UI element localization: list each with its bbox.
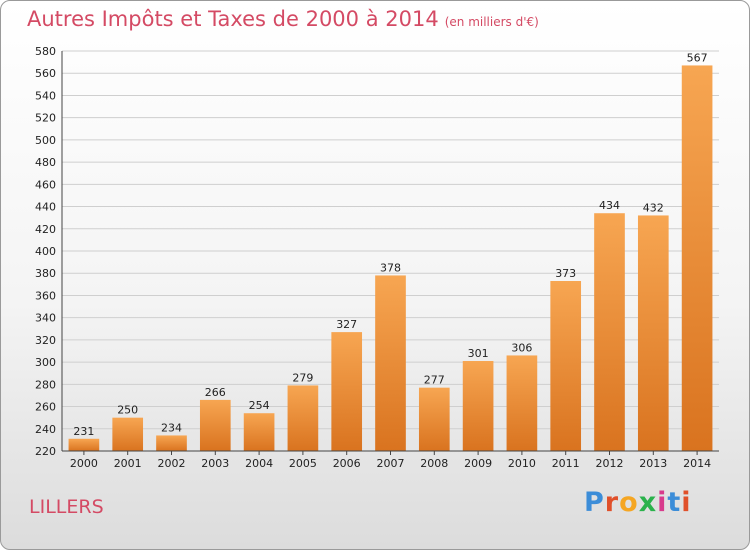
bar-value-label: 567 bbox=[687, 51, 708, 64]
chart-unit: (en milliers d'€) bbox=[444, 15, 539, 29]
y-tick-label: 400 bbox=[35, 245, 56, 258]
bar-2002 bbox=[156, 435, 187, 451]
y-tick-label: 340 bbox=[35, 312, 56, 325]
bar-value-label: 434 bbox=[599, 199, 620, 212]
bar-2011 bbox=[550, 281, 582, 451]
logo-letter: o bbox=[619, 487, 639, 518]
bar-value-label: 277 bbox=[424, 374, 445, 387]
bars: 231 250 234 266 254 279 327 378 277 301 306 373 434 4… bbox=[68, 51, 713, 451]
x-tick-label: 2006 bbox=[333, 457, 361, 470]
proxiti-logo[interactable]: Proxiti bbox=[584, 487, 692, 518]
y-tick-label: 440 bbox=[35, 201, 56, 214]
chart-title-text: Autres Impôts et Taxes de 2000 à 2014 bbox=[27, 7, 439, 31]
bar-2007 bbox=[375, 275, 406, 451]
bar-value-label: 306 bbox=[511, 341, 532, 354]
bar-2004 bbox=[243, 413, 275, 451]
x-tick-label: 2008 bbox=[420, 457, 448, 470]
x-tick-label: 2003 bbox=[201, 457, 229, 470]
bar-2014 bbox=[681, 65, 713, 451]
y-tick-label: 280 bbox=[35, 378, 56, 391]
y-tick-label: 220 bbox=[35, 445, 56, 458]
x-tick-label: 2005 bbox=[289, 457, 317, 470]
bar-value-label: 279 bbox=[292, 371, 313, 384]
bar-2005 bbox=[287, 385, 319, 451]
bar-value-label: 234 bbox=[161, 421, 182, 434]
bar-value-label: 373 bbox=[555, 267, 576, 280]
city-name: LILLERS bbox=[29, 496, 104, 518]
x-tick-label: 2014 bbox=[683, 457, 711, 470]
x-tick-label: 2000 bbox=[70, 457, 98, 470]
y-tick-label: 420 bbox=[35, 223, 56, 236]
bar-2008 bbox=[418, 387, 450, 451]
bar-value-label: 432 bbox=[643, 201, 664, 214]
bar-value-label: 327 bbox=[336, 318, 357, 331]
y-tick-label: 300 bbox=[35, 356, 56, 369]
bar-value-label: 378 bbox=[380, 261, 401, 274]
y-tick-label: 260 bbox=[35, 401, 56, 414]
y-tick-label: 480 bbox=[35, 156, 56, 169]
x-tick-label: 2002 bbox=[158, 457, 186, 470]
bar-2009 bbox=[462, 361, 494, 451]
x-tick-label: 2010 bbox=[508, 457, 536, 470]
logo-letter: t bbox=[667, 487, 682, 518]
y-tick-label: 240 bbox=[35, 423, 56, 436]
y-tick-label: 360 bbox=[35, 289, 56, 302]
x-tick-label: 2009 bbox=[464, 457, 492, 470]
y-tick-label: 500 bbox=[35, 134, 56, 147]
bar-value-label: 250 bbox=[117, 404, 138, 417]
logo-letter: i bbox=[681, 487, 692, 518]
y-tick-label: 320 bbox=[35, 334, 56, 347]
logo-letter: r bbox=[604, 487, 620, 518]
bar-value-label: 301 bbox=[468, 347, 489, 360]
bar-2013 bbox=[637, 215, 669, 451]
bar-2010 bbox=[506, 355, 538, 451]
logo-letter: P bbox=[584, 487, 605, 518]
logo-letter: x bbox=[638, 487, 658, 518]
y-tick-label: 460 bbox=[35, 178, 56, 191]
bar-2003 bbox=[199, 399, 231, 451]
bar-2006 bbox=[331, 332, 363, 451]
x-tick-label: 2013 bbox=[639, 457, 667, 470]
x-tick-label: 2007 bbox=[377, 457, 405, 470]
chart-title: Autres Impôts et Taxes de 2000 à 2014 (en… bbox=[27, 7, 539, 31]
y-tick-label: 520 bbox=[35, 112, 56, 125]
y-axis: 220 240 260 280 300 320 340 360 380 400 420 440 460 4… bbox=[35, 45, 63, 458]
x-tick-label: 2001 bbox=[114, 457, 142, 470]
y-tick-label: 380 bbox=[35, 267, 56, 280]
y-tick-label: 560 bbox=[35, 67, 56, 80]
bar-2012 bbox=[594, 213, 625, 451]
y-tick-label: 540 bbox=[35, 89, 56, 102]
x-axis: 2000 2001 2002 2003 2004 2005 2006 2007 2008 2009… bbox=[62, 450, 719, 470]
x-tick-label: 2011 bbox=[552, 457, 580, 470]
y-tick-label: 580 bbox=[35, 45, 56, 58]
x-tick-label: 2012 bbox=[596, 457, 624, 470]
bar-value-label: 266 bbox=[205, 386, 226, 399]
x-tick-label: 2004 bbox=[245, 457, 273, 470]
bar-2000 bbox=[68, 438, 100, 451]
bar-2001 bbox=[112, 417, 144, 451]
bar-value-label: 254 bbox=[249, 399, 270, 412]
logo-letter: i bbox=[657, 487, 668, 518]
bar-value-label: 231 bbox=[73, 425, 94, 438]
